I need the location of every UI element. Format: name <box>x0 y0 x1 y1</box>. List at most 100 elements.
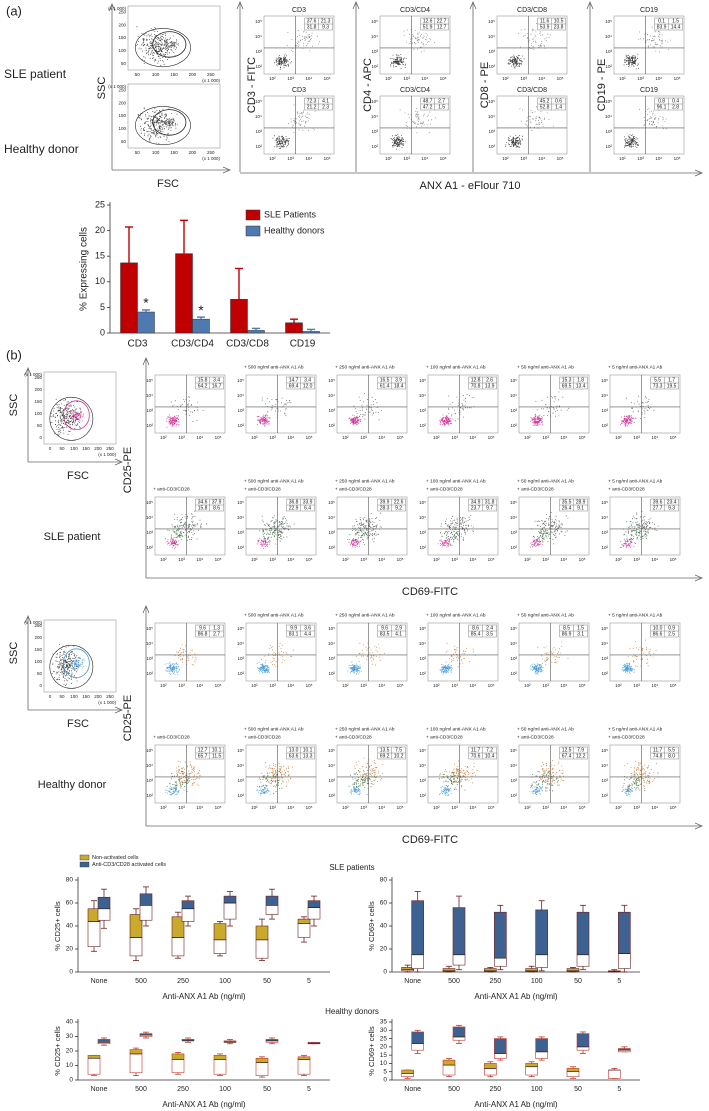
y-tick-label: 10³ <box>419 408 426 413</box>
box-lower <box>213 1059 227 1075</box>
y-tick-label: 10³ <box>328 656 335 661</box>
y-tick-label: 10³ <box>419 656 426 661</box>
x-tick-label: 10² <box>615 557 622 562</box>
x-tick-label: 10² <box>502 156 509 161</box>
box-upper <box>87 1055 101 1059</box>
scale-note: (x 1 000) <box>202 78 220 83</box>
event-dots <box>625 511 659 539</box>
quadrant-percent: 3.9 <box>395 377 402 383</box>
plot-frame <box>127 5 221 71</box>
y-tick-label: 40 <box>66 1019 74 1026</box>
x-tick-label: None <box>404 978 421 985</box>
event-dots <box>135 26 176 66</box>
quadrant-percent: 23.4 <box>667 499 677 505</box>
y-tick-label: 10² <box>328 793 335 798</box>
x-tick-label: 50 <box>59 446 65 451</box>
quadrant-percent: 12.5 <box>562 747 572 753</box>
y-tick-label: 10⁴ <box>601 515 608 520</box>
y-tick-label: 10³ <box>328 530 335 535</box>
x-tick-label: 10⁴ <box>287 683 294 688</box>
x-tick-label: 10² <box>160 805 167 810</box>
y-tick-label: 10² <box>328 671 335 676</box>
x-tick-label: 50 <box>263 1086 271 1093</box>
axis-label: CD25-PE <box>122 447 134 493</box>
y-tick-label: 10⁵ <box>371 19 378 24</box>
quadrant-percent: 45.2 <box>540 98 550 104</box>
x-tick-label: 10⁴ <box>196 805 203 810</box>
treatment-label: + 5 ng/ml anti-ANX A1 Ab <box>608 364 663 370</box>
quadrant-percent: 86.6 <box>653 631 663 637</box>
event-dots <box>530 413 544 426</box>
scale-note: (x 1 000) <box>108 84 126 89</box>
axis-label: CD8 - PE <box>479 62 491 108</box>
significance-mark: * <box>198 302 204 318</box>
x-tick-label: 10³ <box>403 76 410 81</box>
x-tick-label: None <box>91 1086 108 1093</box>
x-tick-label: 10⁴ <box>655 156 662 161</box>
quadrant-percent: 18.4 <box>394 383 404 389</box>
quadrant-percent: 74.8 <box>653 753 663 759</box>
quadrant-percent: 86.8 <box>198 631 208 637</box>
y-tick-label: 10⁵ <box>255 99 262 104</box>
box-upper <box>525 968 538 972</box>
y-tick-label: 35 <box>380 1019 388 1026</box>
y-tick-label: 10⁴ <box>237 763 244 768</box>
box-upper <box>297 1056 311 1061</box>
y-tick-label: 10³ <box>510 530 517 535</box>
x-tick-label: 10³ <box>520 156 527 161</box>
x-tick-label: 10³ <box>178 805 185 810</box>
box-upper <box>265 895 279 906</box>
x-tick-label: CD19 <box>290 339 316 350</box>
box-lower <box>297 1059 311 1075</box>
box-lower <box>297 923 311 938</box>
y-tick-label: 10 <box>66 1062 74 1069</box>
y-tick-label: 80 <box>66 877 74 884</box>
box-upper <box>97 896 111 910</box>
event-dots <box>259 770 284 795</box>
y-tick-label: 10⁴ <box>510 641 517 646</box>
event-dots <box>286 23 320 52</box>
event-dots <box>164 661 180 675</box>
quadrant-percent: 34.9 <box>471 499 481 505</box>
x-tick-label: 10² <box>342 683 349 688</box>
y-tick-label: 10⁴ <box>328 641 335 646</box>
quadrant-percent: 83.5 <box>380 631 390 637</box>
treatment-label: + 50 ng/ml anti-ANX A1 Ab <box>517 364 574 370</box>
x-tick-label: 10⁴ <box>378 805 385 810</box>
quadrant-percent: 64.2 <box>198 383 208 389</box>
quadrant-percent: 4.1 <box>322 98 329 104</box>
event-dots <box>622 772 650 791</box>
y-tick-label: 250 <box>118 88 126 93</box>
quadrant-percent: 8.6 <box>213 505 220 511</box>
y-tick-label: 10² <box>255 144 262 149</box>
quadrant-percent: 2.7 <box>213 631 220 637</box>
event-dots <box>349 524 377 545</box>
quadrant-percent: 11.6 <box>540 18 550 24</box>
event-dots <box>137 106 178 144</box>
quadrant-percent: 12.0 <box>303 383 313 389</box>
x-tick-label: CD3/CD8 <box>226 339 269 350</box>
x-tick-label: 10⁵ <box>440 156 447 161</box>
x-tick-label: None <box>91 978 108 985</box>
box-lower <box>171 1059 185 1074</box>
box-upper <box>411 900 424 956</box>
y-tick-label: 10² <box>371 144 378 149</box>
quadrant-percent: 23.8 <box>554 24 564 30</box>
y-tick-label: 10⁴ <box>510 515 517 520</box>
x-tick-label: 10⁴ <box>655 76 662 81</box>
y-tick-label: 10² <box>605 144 612 149</box>
scale-note: (x 1 000) <box>202 156 220 161</box>
box-lower <box>618 953 631 969</box>
x-tick-label: 10³ <box>269 683 276 688</box>
y-tick-label: 10² <box>601 423 608 428</box>
x-tick-label: 10² <box>251 435 258 440</box>
box-lower <box>213 939 227 954</box>
x-tick-label: 10⁴ <box>538 156 545 161</box>
y-tick-label: 10² <box>237 423 244 428</box>
y-tick-label: 100 <box>118 48 126 53</box>
event-dots <box>175 760 201 787</box>
y-tick-label: 250 <box>34 623 42 628</box>
y-tick-label: 150 <box>118 35 126 40</box>
x-tick-label: 10² <box>524 805 531 810</box>
y-tick-label: 10³ <box>328 778 335 783</box>
